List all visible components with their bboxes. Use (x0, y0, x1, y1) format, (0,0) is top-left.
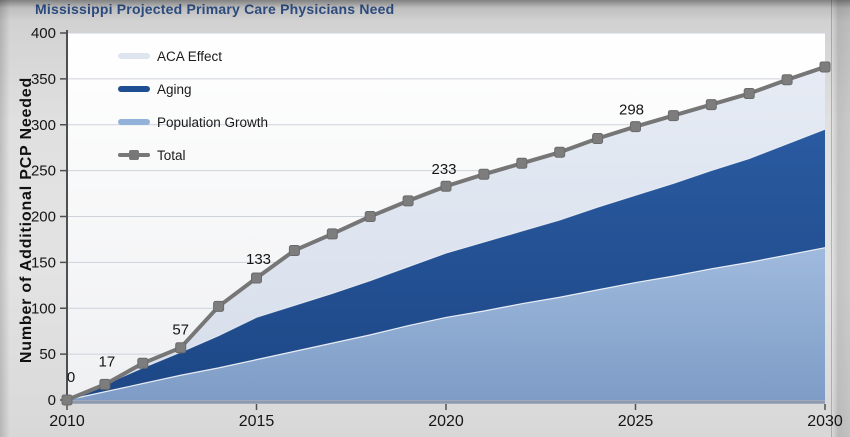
total-marker (364, 211, 376, 222)
data-label: 133 (246, 251, 271, 268)
legend-label-total: Total (157, 147, 186, 163)
y-tick-label: 350 (31, 71, 56, 88)
aging-swatch-icon (118, 86, 150, 92)
x-tick-label: 2025 (618, 413, 654, 430)
data-label: 298 (619, 102, 644, 119)
x-tick-label: 2010 (49, 413, 85, 430)
total-marker (326, 228, 338, 240)
total-marker (288, 244, 300, 256)
total-line-swatch-icon (118, 150, 150, 160)
total-marker (781, 74, 793, 86)
population-growth-swatch-icon (118, 119, 150, 125)
y-axis-title: Number of Additional PCP Needed (18, 77, 35, 363)
legend: ACA Effect Aging Population Growth Total (118, 49, 268, 181)
total-marker (440, 180, 452, 192)
total-marker (137, 357, 149, 369)
total-marker (630, 121, 641, 133)
area-aging (67, 129, 825, 400)
total-marker (592, 133, 604, 145)
total-marker (99, 378, 111, 390)
total-marker (554, 146, 566, 158)
y-tick-label: 150 (31, 254, 56, 271)
total-marker (705, 99, 717, 111)
total-marker (61, 394, 73, 406)
total-marker (743, 88, 755, 100)
y-tick-label: 0 (48, 392, 56, 409)
data-label: 57 (172, 322, 189, 339)
total-marker (478, 168, 490, 180)
data-label: 17 (99, 353, 116, 370)
x-tick-label: 2015 (239, 413, 275, 430)
boundary-population-growth (66, 247, 826, 401)
y-tick-label: 50 (39, 346, 56, 363)
total-marker (516, 157, 528, 169)
x-tick-label: 2030 (807, 413, 843, 430)
legend-label-aging: Aging (157, 81, 192, 97)
total-marker (251, 272, 262, 284)
y-tick-label: 400 (31, 25, 56, 42)
legend-label-population-growth: Population Growth (157, 114, 269, 130)
x-tick-label: 2020 (428, 413, 464, 430)
total-marker (402, 195, 414, 207)
data-label: 233 (431, 161, 456, 178)
total-marker (213, 300, 225, 312)
y-tick-label: 100 (31, 300, 56, 317)
legend-item-aging: Aging (118, 81, 268, 97)
legend-item-total: Total (118, 147, 268, 163)
area-population-growth (67, 247, 825, 400)
data-label: 0 (67, 369, 75, 386)
chart-title: Mississippi Projected Primary Care Physi… (35, 1, 395, 17)
legend-item-aca-effect: ACA Effect (118, 48, 268, 64)
legend-label-aca-effect: ACA Effect (157, 48, 223, 64)
total-marker (667, 110, 679, 122)
total-marker (819, 61, 831, 73)
aca-effect-swatch-icon (118, 53, 150, 59)
y-tick-label: 250 (31, 163, 56, 180)
total-marker (175, 342, 187, 354)
boundary-aging (66, 128, 826, 401)
legend-item-population-growth: Population Growth (118, 114, 269, 130)
y-tick-label: 200 (31, 209, 56, 226)
area-aca-effect (67, 66, 825, 400)
y-tick-label: 300 (31, 117, 56, 134)
